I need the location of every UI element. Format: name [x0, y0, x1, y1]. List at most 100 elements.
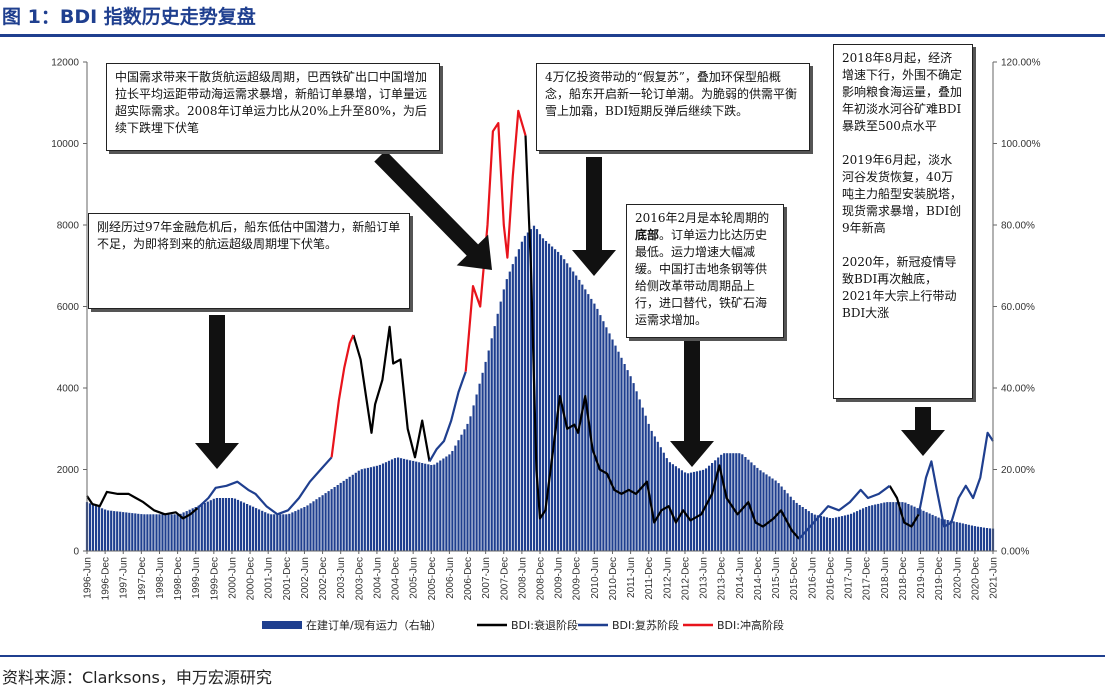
x-tick-label: 2010-Dec [608, 557, 619, 600]
orderbook-bar [807, 511, 810, 551]
orderbook-bar [167, 514, 170, 551]
orderbook-bar [958, 522, 961, 551]
orderbook-bar [759, 470, 762, 551]
orderbook-bar [387, 460, 391, 551]
orderbook-bar [723, 453, 726, 551]
x-tick-label: 2007-Dec [499, 557, 510, 600]
orderbook-bar [783, 489, 786, 551]
down-arrow [901, 407, 945, 456]
legend-swatch [262, 621, 302, 629]
orderbook-bar [617, 351, 620, 551]
orderbook-bar [104, 509, 107, 551]
x-tick-label: 1996-Jun [83, 557, 94, 599]
orderbook-bar [557, 251, 560, 551]
orderbook-bar [312, 501, 315, 551]
x-tick-label: 2008-Jun [517, 557, 528, 599]
left-tick-label: 2000 [57, 465, 80, 476]
orderbook-bar [282, 514, 285, 551]
x-tick-label: 2001-Dec [282, 557, 293, 600]
orderbook-bar [883, 502, 886, 551]
annotation-2016: 2016年2月是本轮周期的底部。订单运力比达历史最低。运力增速大幅减缓。中国打击… [626, 204, 784, 338]
orderbook-bar [913, 506, 916, 551]
orderbook-bar [209, 500, 212, 551]
orderbook-bar [466, 423, 469, 551]
orderbook-bar [131, 513, 134, 551]
orderbook-bar [309, 503, 312, 551]
orderbook-bar [753, 465, 756, 551]
annotation-2016-pre: 2016年2月是本轮周期的 [635, 211, 770, 225]
orderbook-bar [421, 463, 424, 551]
orderbook-bar [925, 512, 928, 551]
orderbook-bar [315, 499, 318, 551]
orderbook-bar [705, 468, 708, 551]
orderbook-bar [372, 466, 375, 551]
orderbook-bar [602, 321, 605, 551]
orderbook-bar [493, 326, 496, 551]
x-tick-label: 2003-Jun [336, 557, 347, 599]
orderbook-bar [218, 498, 221, 551]
orderbook-bar [714, 460, 717, 551]
orderbook-bar [463, 429, 466, 551]
orderbook-bar [976, 526, 979, 551]
orderbook-bar [88, 503, 92, 551]
orderbook-bar [514, 256, 517, 551]
annotation-2016-bold: 底部 [635, 228, 660, 242]
bdi-chart: 0 2000 4000 6000 8000 10000 12000 0.00% 20.00% 40… [51, 58, 1040, 633]
bdi-recession-line [888, 485, 920, 528]
x-tick-label: 2019-Jun [916, 557, 927, 599]
orderbook-bar [212, 498, 215, 551]
orderbook-bar [134, 513, 137, 551]
left-tick-label: 0 [73, 547, 79, 558]
orderbook-bar [520, 241, 523, 551]
x-tick-label: 2016-Jun [807, 557, 818, 599]
orderbook-bar [173, 514, 176, 551]
orderbook-bar [457, 440, 460, 551]
x-tick-label: 2018-Jun [880, 557, 891, 599]
orderbook-bar [708, 465, 711, 551]
bottom-divider [0, 655, 1105, 657]
orderbook-bar [840, 516, 844, 551]
orderbook-bar [508, 271, 511, 551]
bdi-surge-line [330, 334, 355, 458]
orderbook-bar [850, 513, 853, 551]
orderbook-bar [578, 279, 581, 551]
orderbook-bar [735, 453, 738, 551]
x-tick-label: 2019-Dec [934, 557, 945, 600]
orderbook-bar [837, 516, 841, 551]
orderbook-bar [101, 508, 104, 551]
x-tick-label: 2017-Jun [844, 557, 855, 599]
left-tick-label: 8000 [57, 221, 80, 232]
orderbook-bar [303, 507, 306, 551]
orderbook-bar [868, 505, 871, 551]
orderbook-bar [825, 517, 828, 551]
orderbook-bar [538, 234, 542, 551]
orderbook-bar [348, 476, 351, 551]
orderbook-bar [91, 504, 95, 551]
orderbook-bar [321, 495, 324, 551]
bdi-recession-line [524, 135, 800, 540]
orderbook-bar [653, 436, 656, 551]
orderbook-bar [152, 514, 155, 551]
orderbook-bar [327, 491, 330, 551]
orderbook-bar [481, 372, 484, 551]
orderbook-bar [502, 289, 505, 551]
orderbook-bar [285, 514, 288, 551]
orderbook-bar [451, 451, 454, 551]
x-tick-label: 2013-Dec [717, 557, 728, 600]
orderbook-bar [831, 518, 834, 551]
orderbook-bar [572, 271, 575, 551]
orderbook-bar [828, 518, 831, 551]
orderbook-bar [469, 416, 472, 551]
legend-label: BDI:复苏阶段 [612, 618, 679, 632]
orderbook-bar [529, 229, 532, 551]
orderbook-bar [179, 513, 182, 551]
orderbook-bar [155, 514, 158, 551]
annotation-2010: 4万亿投资带动的“假复苏”，叠加环保型船概念，船东开启新一轮订单潮。为脆弱的供需… [536, 63, 810, 151]
orderbook-bar [264, 512, 267, 551]
orderbook-bar [215, 498, 218, 551]
orderbook-bar [412, 460, 415, 551]
bdi-recovery-line [917, 431, 994, 528]
orderbook-bar [762, 472, 765, 551]
orderbook-bar [605, 327, 608, 551]
orderbook-bar [146, 514, 149, 551]
